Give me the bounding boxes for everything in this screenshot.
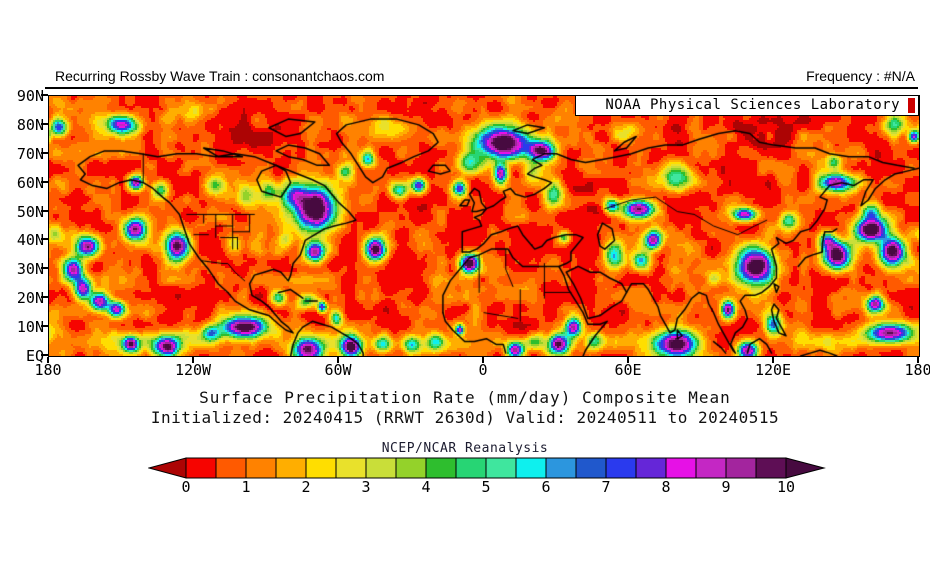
colorbar-segment bbox=[305, 457, 337, 479]
plot-title: Surface Precipitation Rate (mm/day) Comp… bbox=[199, 388, 731, 407]
colorbar-overflow-arrow bbox=[785, 457, 826, 479]
colorbar-tick-label: 4 bbox=[421, 478, 431, 496]
colorbar-segment bbox=[605, 457, 637, 479]
y-axis-tick bbox=[41, 151, 48, 154]
x-axis-tick bbox=[47, 357, 49, 363]
y-axis-label: 10N bbox=[16, 318, 44, 337]
y-axis-label: 90N bbox=[16, 87, 44, 105]
y-axis-tick bbox=[41, 296, 48, 299]
x-axis-label: 0 bbox=[478, 361, 488, 379]
colorbar-underflow-arrow bbox=[148, 457, 187, 479]
colorbar-segment bbox=[695, 457, 727, 479]
colorbar-segment bbox=[245, 457, 277, 479]
x-axis-tick bbox=[337, 357, 339, 363]
colorbar-tick-label: 9 bbox=[721, 478, 731, 496]
noaa-banner: NOAA Physical Sciences Laboratory bbox=[575, 95, 919, 116]
y-axis-tick bbox=[41, 94, 48, 96]
map-plot-area: NOAA Physical Sciences Laboratory bbox=[48, 95, 920, 357]
plot-subtitle: Initialized: 20240415 (RRWT 2630d) Valid… bbox=[150, 408, 780, 427]
y-axis-tick bbox=[41, 238, 48, 241]
x-axis-label: 120E bbox=[754, 361, 792, 379]
colorbar bbox=[148, 457, 826, 479]
colorbar-tick-label: 1 bbox=[241, 478, 251, 496]
y-axis-tick bbox=[41, 354, 48, 356]
y-axis-label: 30N bbox=[16, 260, 44, 279]
colorbar-tick-label: 3 bbox=[361, 478, 371, 496]
y-axis-tick bbox=[41, 122, 48, 125]
y-axis-label: 50N bbox=[16, 202, 44, 221]
y-axis-tick bbox=[41, 180, 48, 183]
colorbar-segment bbox=[395, 457, 427, 479]
colorbar-tick-label: 2 bbox=[301, 478, 311, 496]
header-rule bbox=[45, 87, 918, 89]
y-axis-label: 60N bbox=[16, 173, 44, 192]
x-axis-label: 60E bbox=[614, 361, 642, 379]
y-axis-tick bbox=[41, 267, 48, 270]
colorbar-segment bbox=[515, 457, 547, 479]
colorbar-segment bbox=[455, 457, 487, 479]
colorbar-segment bbox=[755, 457, 787, 479]
x-axis-tick bbox=[772, 357, 774, 363]
header-frequency-label: Frequency : #N/A bbox=[806, 68, 915, 84]
x-axis-tick bbox=[482, 357, 484, 363]
header-title: Recurring Rossby Wave Train : consonantc… bbox=[55, 68, 385, 84]
colorbar-tick-label: 10 bbox=[776, 478, 796, 496]
y-axis-label: 80N bbox=[16, 115, 44, 134]
colorbar-segment bbox=[575, 457, 607, 479]
colorbar-segment bbox=[365, 457, 397, 479]
colorbar-segment bbox=[635, 457, 667, 479]
x-axis-tick bbox=[627, 357, 629, 363]
y-axis-label: 20N bbox=[16, 289, 44, 308]
colorbar-tick-label: 5 bbox=[481, 478, 491, 496]
y-axis-tick bbox=[41, 209, 48, 212]
noaa-banner-text: NOAA Physical Sciences Laboratory bbox=[605, 97, 900, 113]
colorbar-tick-label: 0 bbox=[181, 478, 191, 496]
y-axis-tick bbox=[41, 325, 48, 328]
colorbar-segment bbox=[425, 457, 457, 479]
y-axis-label: 40N bbox=[16, 231, 44, 250]
x-axis-label: 60W bbox=[324, 361, 352, 379]
colorbar-segment bbox=[275, 457, 307, 479]
x-axis-label: 180 bbox=[904, 361, 930, 379]
colorbar-tick-label: 6 bbox=[541, 478, 551, 496]
y-axis-label: EQ bbox=[25, 347, 44, 365]
coastline-overlay-canvas bbox=[49, 96, 919, 356]
x-axis-tick bbox=[917, 357, 919, 363]
colorbar-segment bbox=[215, 457, 247, 479]
colorbar-segment bbox=[335, 457, 367, 479]
colorbar-segment bbox=[185, 457, 217, 479]
colorbar-tick-label: 7 bbox=[601, 478, 611, 496]
colorbar-source-label: NCEP/NCAR Reanalysis bbox=[381, 441, 549, 456]
colorbar-segment bbox=[545, 457, 577, 479]
colorbar-segment bbox=[665, 457, 697, 479]
y-axis-label: 70N bbox=[16, 144, 44, 163]
colorbar-tick-label: 8 bbox=[661, 478, 671, 496]
colorbar-segment bbox=[485, 457, 517, 479]
noaa-banner-accent-bar bbox=[908, 98, 915, 113]
x-axis-tick bbox=[192, 357, 194, 363]
x-axis-label: 180 bbox=[34, 361, 62, 379]
colorbar-segment bbox=[725, 457, 757, 479]
x-axis-label: 120W bbox=[174, 361, 212, 379]
